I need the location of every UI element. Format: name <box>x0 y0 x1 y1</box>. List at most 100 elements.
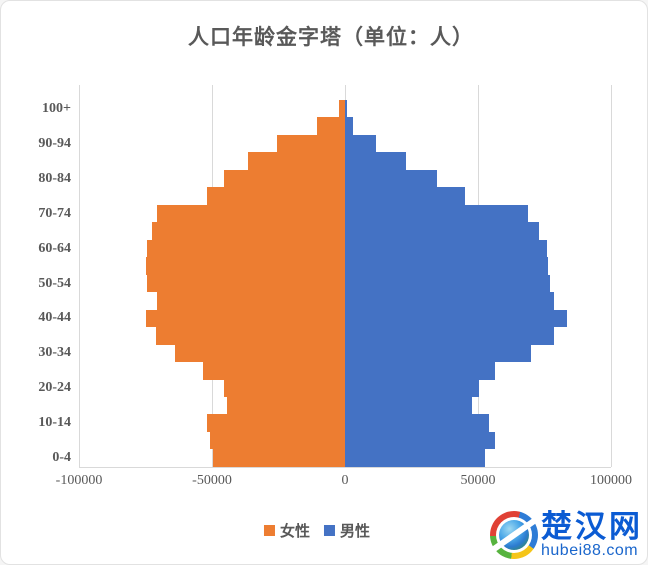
age-row-75-79 <box>79 187 611 205</box>
bar-male-70-74 <box>345 204 529 223</box>
bar-female-25-29 <box>202 362 345 380</box>
x-tick--100000: -100000 <box>55 473 103 488</box>
y-tick-60-64: 60-64 <box>38 240 71 256</box>
site-watermark[interactable]: 楚汉网 hubei88.com <box>487 511 643 559</box>
y-tick-20-24: 20-24 <box>38 380 71 396</box>
site-name: 楚汉网 <box>541 509 643 544</box>
x-axis-labels: -100000 -50000 0 50000 100000 <box>1 473 647 493</box>
bar-male-25-29 <box>345 362 495 380</box>
x-tick-0: 0 <box>341 473 349 488</box>
bar-male-55-59 <box>345 257 549 275</box>
legend-label-female: 女性 <box>279 524 310 540</box>
bar-male-85-89 <box>345 152 407 170</box>
bar-female-70-74 <box>157 204 345 223</box>
bar-female-35-39 <box>156 327 345 345</box>
watermark-text: 楚汉网 hubei88.com <box>541 511 643 559</box>
y-tick-100+: 100+ <box>42 100 71 116</box>
y-tick-90-94: 90-94 <box>38 135 71 151</box>
age-row-70-74 <box>79 204 611 223</box>
bar-male-10-14 <box>345 414 490 432</box>
bar-male-35-39 <box>345 327 554 345</box>
age-row-80-84 <box>79 169 611 188</box>
x-tick-100000: 100000 <box>590 473 632 488</box>
bar-male-90-94 <box>345 134 376 153</box>
age-row-65-69 <box>79 222 611 240</box>
age-row-20-24 <box>79 379 611 397</box>
y-tick-40-44: 40-44 <box>38 310 71 326</box>
age-row-35-39 <box>79 327 611 345</box>
bar-female-65-69 <box>151 222 345 240</box>
y-tick-10-14: 10-14 <box>38 415 71 431</box>
bar-male-80-84 <box>345 169 437 188</box>
age-row-55-59 <box>79 257 611 275</box>
chart-title: 人口年龄金字塔（单位：人） <box>188 25 474 49</box>
gridline-100000 <box>610 85 612 467</box>
bar-female-20-24 <box>223 379 345 397</box>
bar-male-60-64 <box>345 239 548 258</box>
bar-rows <box>79 100 611 467</box>
bar-female-5-9 <box>209 431 345 450</box>
bar-male-40-44 <box>345 309 568 328</box>
bar-male-95-99 <box>345 117 353 135</box>
age-row-25-29 <box>79 362 611 380</box>
bar-female-15-19 <box>226 396 345 415</box>
legend-label-male: 男性 <box>340 524 371 540</box>
x-tick--50000: -50000 <box>192 473 232 488</box>
x-tick-50000: 50000 <box>460 473 496 488</box>
age-row-5-9 <box>79 431 611 450</box>
y-tick-30-34: 30-34 <box>38 345 71 361</box>
bar-female-0-4 <box>212 449 345 467</box>
age-row-90-94 <box>79 134 611 153</box>
bar-male-75-79 <box>345 187 465 205</box>
age-row-100+ <box>79 100 611 118</box>
age-row-15-19 <box>79 396 611 415</box>
male-series-swatch-icon <box>324 525 335 536</box>
age-row-60-64 <box>79 239 611 258</box>
age-row-95-99 <box>79 117 611 135</box>
bar-female-95-99 <box>316 117 345 135</box>
bar-female-30-34 <box>174 344 345 363</box>
age-row-40-44 <box>79 309 611 328</box>
site-url: hubei88.com <box>541 542 639 559</box>
age-row-30-34 <box>79 344 611 363</box>
bar-female-85-89 <box>248 152 345 170</box>
bar-female-80-84 <box>223 169 345 188</box>
legend-item-male: 男性 <box>324 520 370 541</box>
y-axis-labels: 100+ 90-94 80-84 70-74 60-64 50-54 40-44 30-34 2… <box>1 85 71 467</box>
gridline--100000 <box>78 85 80 467</box>
bar-female-50-54 <box>146 274 345 293</box>
bar-female-10-14 <box>206 414 345 432</box>
bar-male-5-9 <box>345 431 495 450</box>
bar-male-45-49 <box>345 292 554 310</box>
legend-item-female: 女性 <box>263 520 310 541</box>
y-tick-70-74: 70-74 <box>38 205 71 221</box>
plot-area <box>78 85 612 468</box>
globe-swirl-logo-icon <box>487 511 541 559</box>
y-tick-80-84: 80-84 <box>38 170 71 186</box>
age-row-50-54 <box>79 274 611 293</box>
bar-male-20-24 <box>345 379 479 397</box>
female-series-swatch-icon <box>263 525 275 536</box>
bar-female-75-79 <box>207 187 345 205</box>
swirl-slash-decoration <box>487 515 541 555</box>
y-tick-50-54: 50-54 <box>38 275 71 291</box>
age-row-45-49 <box>79 292 611 310</box>
y-tick-0-4: 0-4 <box>52 450 71 466</box>
bar-male-15-19 <box>345 396 472 415</box>
bar-male-65-69 <box>345 222 539 240</box>
age-row-85-89 <box>79 152 611 170</box>
bar-female-90-94 <box>277 134 345 153</box>
bar-female-55-59 <box>146 257 345 275</box>
bar-male-50-54 <box>345 274 551 293</box>
age-row-10-14 <box>79 414 611 432</box>
bar-male-30-34 <box>345 344 532 363</box>
bar-female-100+ <box>338 100 345 118</box>
legend: 女性 男性 <box>263 520 370 541</box>
bar-male-0-4 <box>345 449 485 467</box>
bar-female-45-49 <box>157 292 345 310</box>
age-row-0-4 <box>79 449 611 467</box>
bar-female-60-64 <box>147 239 345 258</box>
bar-male-100+ <box>345 100 348 118</box>
bar-female-40-44 <box>146 309 345 328</box>
